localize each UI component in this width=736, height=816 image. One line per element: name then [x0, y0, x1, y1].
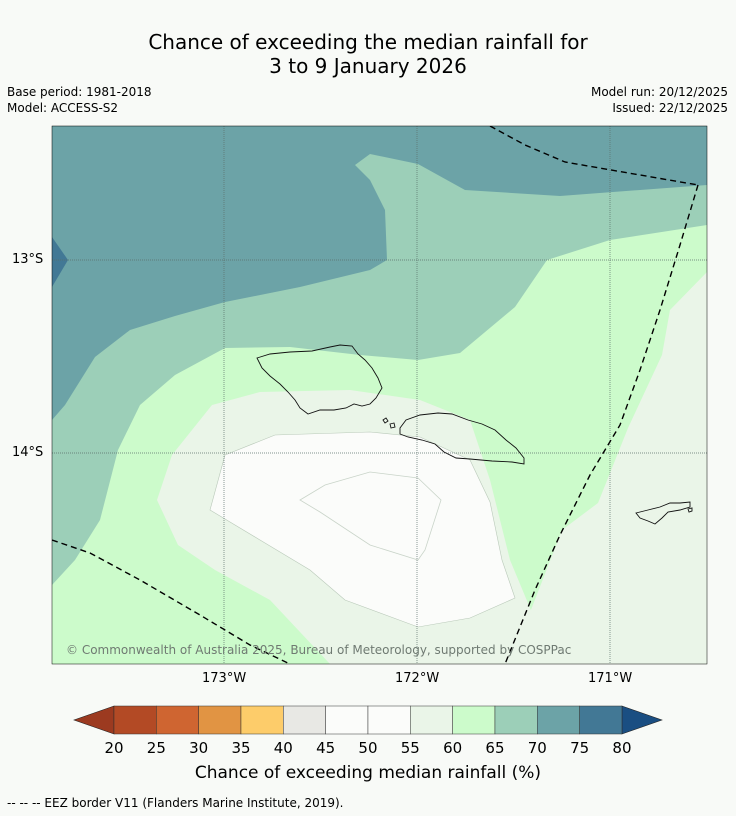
gridlines	[52, 126, 707, 664]
islands	[256, 344, 693, 525]
band-55-60-east	[510, 272, 707, 664]
colorbar-tick-label: 40	[274, 739, 293, 757]
tutuila-island	[635, 501, 691, 525]
upolu-island	[399, 412, 525, 465]
apolima-island	[389, 422, 396, 429]
colorbar-label: Chance of exceeding median rainfall (%)	[195, 763, 541, 783]
eez-border	[52, 126, 699, 664]
colorbar-segment	[156, 705, 199, 735]
colorbar-tick-label: 30	[189, 739, 208, 757]
colorbar-tick-label: 50	[358, 739, 377, 757]
base-period: Base period: 1981-2018	[7, 85, 152, 99]
colorbar-tick-label: 55	[401, 739, 420, 757]
colorbar-tick-label: 75	[570, 739, 589, 757]
model-name: Model: ACCESS-S2	[7, 101, 119, 115]
aunuu-island	[687, 507, 693, 513]
map-frame	[51, 125, 708, 665]
colorbar-tick-label: 65	[485, 739, 504, 757]
meta-left: Base period: 1981-2018 Model: ACCESS-S2	[7, 84, 152, 116]
colorbar-segment	[325, 705, 369, 735]
colorbar-over-arrow	[621, 705, 663, 735]
colorbar-segment	[494, 705, 538, 735]
contour-edges	[209, 431, 516, 628]
colorbar-tick-label: 45	[316, 739, 335, 757]
lon-tick-171w: 171°W	[588, 671, 633, 686]
map-panel: © Commonwealth of Australia 2025, Bureau…	[52, 126, 707, 664]
colorbar-segment	[410, 705, 453, 735]
lon-tick-173w: 173°W	[202, 671, 247, 686]
lat-tick-13s: 13°S	[12, 252, 44, 267]
manono-island	[382, 417, 389, 424]
colorbar-segment	[113, 705, 157, 735]
map-title: Chance of exceeding the median rainfall …	[0, 30, 736, 78]
meta-right: Model run: 20/12/2025 Issued: 22/12/2025	[591, 84, 728, 116]
savaii-island	[256, 344, 383, 415]
colorbar-tick-label: 25	[147, 739, 166, 757]
copyright-notice: © Commonwealth of Australia 2025, Bureau…	[66, 643, 571, 657]
colorbar-segment	[367, 705, 411, 735]
title-line-2: 3 to 9 January 2026	[269, 54, 467, 78]
colorbar-segment	[198, 705, 242, 735]
colorbar-tick-label: 70	[528, 739, 547, 757]
colorbar-tick-label: 60	[443, 739, 462, 757]
colorbar-segment	[240, 705, 284, 735]
model-run: Model run: 20/12/2025	[590, 85, 728, 99]
lon-tick-172w: 172°W	[395, 671, 440, 686]
issued-date: Issued: 22/12/2025	[612, 101, 728, 115]
contour-inner	[299, 471, 442, 561]
colorbar-segment	[283, 705, 326, 735]
band-50-55	[210, 432, 515, 627]
colorbar-segment	[579, 705, 623, 735]
colorbar-tick-label: 20	[104, 739, 123, 757]
band-75-80-edge	[52, 237, 68, 287]
eez-legend-note: -- -- -- EEZ border V11 (Flanders Marine…	[7, 796, 344, 810]
lat-tick-14s: 14°S	[12, 445, 44, 460]
colorbar: 20 25 30 35 40 45 50 55 60 65 70 75 80 Chance of exce…	[73, 705, 663, 783]
colorbar-tick-label: 80	[612, 739, 631, 757]
colorbar-segment	[537, 705, 580, 735]
title-line-1: Chance of exceeding the median rainfall …	[148, 30, 588, 54]
colorbar-tick-label: 35	[231, 739, 250, 757]
colorbar-under-arrow	[73, 705, 115, 735]
colorbar-segment	[452, 705, 496, 735]
